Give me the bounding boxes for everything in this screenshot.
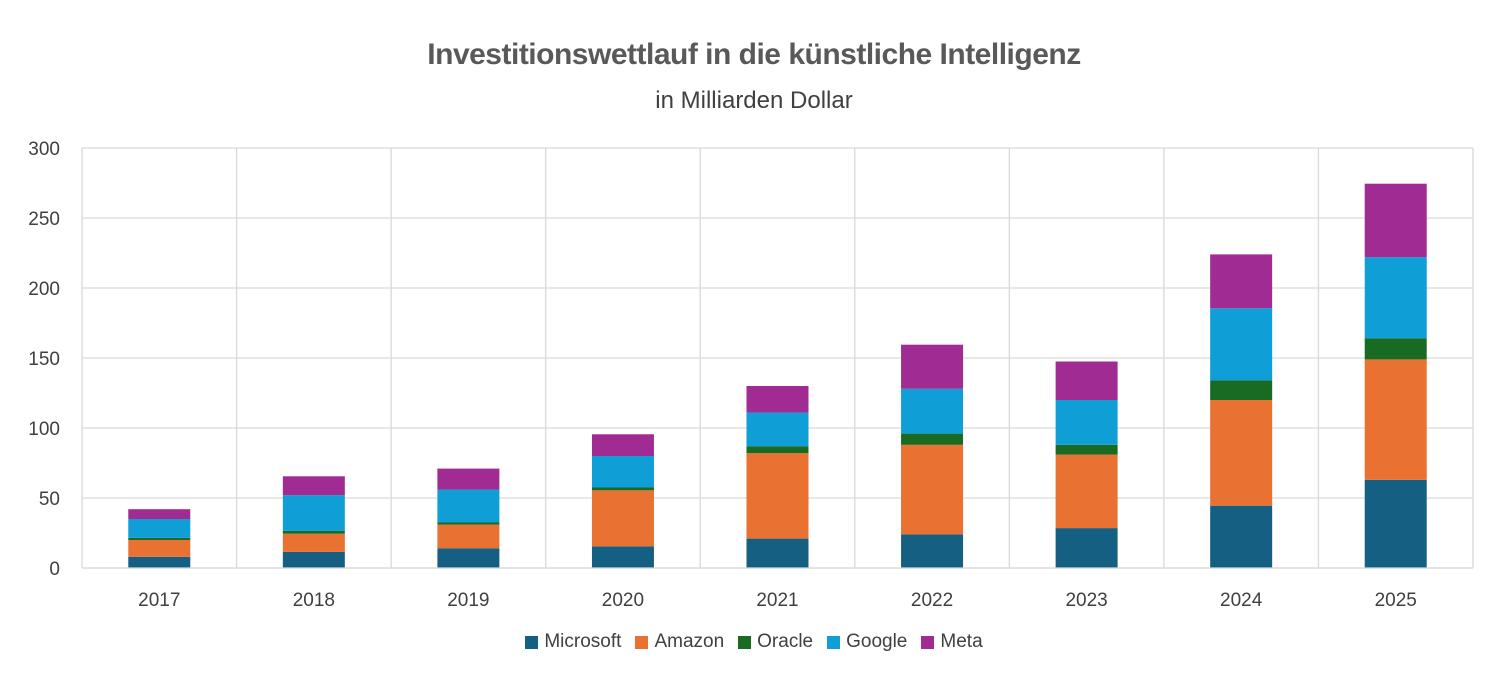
bar-amazon-2018	[282, 533, 345, 552]
x-tick-label: 2017	[138, 590, 180, 611]
legend-swatch	[635, 635, 649, 649]
y-tick-label: 300	[28, 139, 60, 160]
x-tick-label: 2018	[293, 590, 335, 611]
bar-oracle-2024	[1210, 380, 1273, 400]
bar-microsoft-2025	[1364, 479, 1427, 568]
chart-subtitle: in Milliarden Dollar	[655, 87, 853, 114]
y-tick-label: 150	[28, 349, 60, 370]
bar-google-2021	[746, 412, 809, 447]
legend-swatch	[525, 635, 539, 649]
bar-google-2023	[1055, 400, 1118, 445]
legend-item-google: Google	[827, 631, 907, 653]
x-tick-label: 2020	[602, 590, 644, 611]
legend-item-meta: Meta	[921, 631, 983, 653]
y-tick-label: 250	[28, 209, 60, 230]
legend-item-oracle: Oracle	[738, 631, 813, 653]
x-tick-label: 2022	[911, 590, 953, 611]
y-tick-label: 50	[39, 489, 60, 510]
y-tick-label: 0	[49, 559, 60, 580]
bar-microsoft-2019	[437, 548, 500, 568]
bar-amazon-2024	[1210, 400, 1273, 506]
bar-microsoft-2022	[901, 534, 964, 568]
bar-amazon-2023	[1055, 454, 1118, 529]
bar-amazon-2017	[128, 540, 191, 557]
bar-microsoft-2020	[591, 546, 654, 568]
legend-swatch	[827, 635, 841, 649]
y-tick-label: 200	[28, 279, 60, 300]
bar-google-2018	[282, 495, 345, 531]
bar-oracle-2017	[128, 537, 191, 540]
bar-oracle-2023	[1055, 444, 1118, 455]
bar-oracle-2025	[1364, 338, 1427, 360]
bar-meta-2025	[1364, 183, 1427, 258]
bar-amazon-2021	[746, 453, 809, 539]
x-tick-label: 2023	[1065, 590, 1107, 611]
legend: Microsoft Amazon Oracle Google Meta	[0, 631, 1500, 653]
bar-meta-2021	[746, 386, 809, 413]
bar-amazon-2022	[901, 444, 964, 535]
bar-amazon-2019	[437, 524, 500, 549]
y-tick-label: 100	[28, 419, 60, 440]
bar-oracle-2018	[282, 530, 345, 534]
legend-swatch	[738, 635, 752, 649]
bar-meta-2017	[128, 509, 191, 519]
bar-google-2017	[128, 519, 191, 538]
bar-microsoft-2021	[746, 538, 809, 568]
bar-microsoft-2017	[128, 556, 191, 568]
legend-swatch	[921, 635, 935, 649]
x-tick-label: 2025	[1375, 590, 1417, 611]
bar-google-2019	[437, 489, 500, 523]
legend-label: Amazon	[654, 631, 725, 652]
legend-label: Meta	[940, 631, 983, 652]
x-tick-label: 2021	[756, 590, 798, 611]
legend-label: Microsoft	[544, 631, 622, 652]
bar-microsoft-2023	[1055, 528, 1118, 568]
bar-google-2024	[1210, 308, 1273, 381]
bar-meta-2023	[1055, 361, 1118, 400]
x-tick-label: 2019	[447, 590, 489, 611]
bar-microsoft-2018	[282, 551, 345, 568]
bar-meta-2024	[1210, 254, 1273, 309]
legend-label: Oracle	[757, 631, 814, 652]
bar-oracle-2020	[591, 487, 654, 491]
legend-item-amazon: Amazon	[635, 631, 724, 653]
bar-meta-2018	[282, 476, 345, 496]
bar-meta-2022	[901, 344, 964, 389]
legend-label: Google	[846, 631, 908, 652]
bar-amazon-2020	[591, 490, 654, 547]
bar-google-2025	[1364, 257, 1427, 339]
bar-oracle-2022	[901, 433, 964, 445]
bar-oracle-2021	[746, 446, 809, 454]
x-tick-label: 2024	[1220, 590, 1263, 611]
bar-oracle-2019	[437, 522, 500, 525]
bar-google-2020	[591, 456, 654, 488]
bar-amazon-2025	[1364, 359, 1427, 480]
bar-microsoft-2024	[1210, 505, 1273, 568]
chart-title: Investitionswettlauf in die künstliche I…	[427, 38, 1081, 71]
bar-meta-2020	[591, 434, 654, 456]
bar-google-2022	[901, 388, 964, 434]
legend-item-microsoft: Microsoft	[525, 631, 621, 653]
bar-meta-2019	[437, 468, 500, 490]
